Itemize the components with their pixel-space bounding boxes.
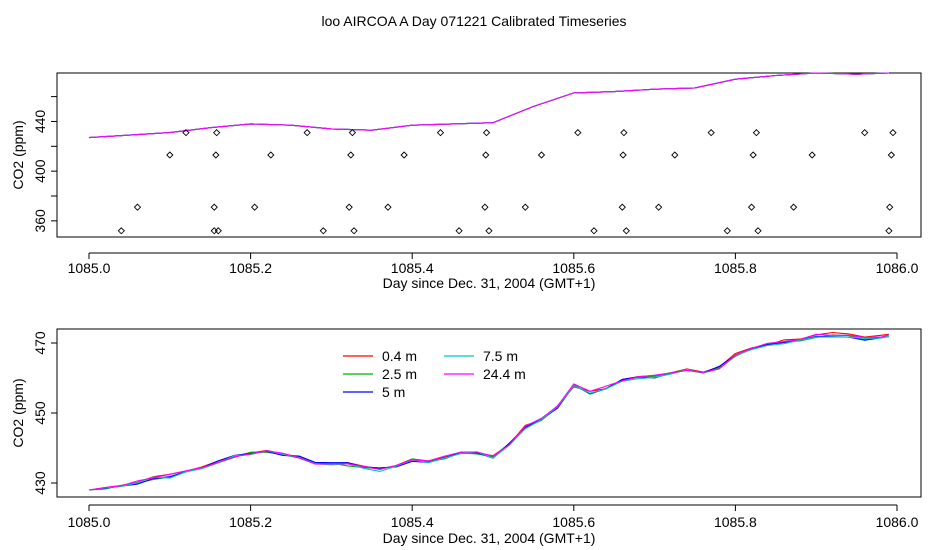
data-point xyxy=(481,203,489,211)
data-point xyxy=(889,128,897,137)
data-point xyxy=(620,128,628,137)
series-line-4 xyxy=(88,72,889,139)
data-point xyxy=(537,151,546,159)
data-point xyxy=(622,227,630,235)
data-point xyxy=(887,151,895,159)
data-point xyxy=(655,203,663,211)
x-tick-label: 1085.6 xyxy=(552,260,595,276)
y-tick-label: 360 xyxy=(32,209,48,233)
data-point xyxy=(754,227,762,235)
x-axis-title: Day since Dec. 31, 2004 (GMT+1) xyxy=(383,530,596,546)
data-point xyxy=(210,203,218,211)
data-point xyxy=(707,128,715,137)
data-point xyxy=(303,128,311,137)
x-tick-label: 1085.2 xyxy=(229,260,272,276)
data-point xyxy=(267,151,275,159)
x-tick-label: 1085.8 xyxy=(714,260,757,276)
figure-title: loo AIRCOA A Day 071221 Calibrated Times… xyxy=(321,13,626,29)
top-panel: 1085.0 1085.2 1085.4 1085.6 1085.8 1086.0 Day … xyxy=(10,72,922,291)
x-tick-label: 1085.0 xyxy=(68,260,111,276)
x-tick-label: 1085.2 xyxy=(229,514,272,530)
y-axis-title: CO2 (ppm) xyxy=(10,378,26,447)
data-point xyxy=(886,203,894,211)
data-point xyxy=(350,227,358,235)
data-point xyxy=(808,151,816,159)
legend-label: 5 m xyxy=(382,384,405,400)
data-point xyxy=(749,151,757,159)
x-tick-label: 1085.4 xyxy=(391,514,434,530)
legend-label: 7.5 m xyxy=(483,348,518,364)
x-tick-label: 1085.0 xyxy=(68,514,111,530)
data-point xyxy=(117,227,125,235)
data-point xyxy=(212,151,220,159)
data-point xyxy=(590,227,598,235)
data-point xyxy=(619,151,627,159)
data-point xyxy=(482,151,490,159)
data-point xyxy=(455,227,463,235)
data-point xyxy=(400,151,408,159)
legend-label: 0.4 m xyxy=(382,348,417,364)
data-point xyxy=(347,151,355,159)
y-axis-title: CO2 (ppm) xyxy=(10,120,26,189)
y-tick-label: 430 xyxy=(32,471,48,495)
data-point xyxy=(133,203,142,211)
data-point xyxy=(319,227,327,235)
data-point xyxy=(618,203,626,211)
x-tick-label: 1085.4 xyxy=(391,260,434,276)
data-point xyxy=(213,128,221,137)
legend-label: 2.5 m xyxy=(382,366,417,382)
data-point xyxy=(861,128,869,137)
x-tick-label: 1086.0 xyxy=(876,260,919,276)
data-point xyxy=(671,151,679,159)
data-point xyxy=(885,227,893,235)
y-tick-label: 400 xyxy=(32,159,48,183)
data-point xyxy=(723,227,731,235)
x-tick-label: 1086.0 xyxy=(876,514,919,530)
x-tick-label: 1085.8 xyxy=(714,514,757,530)
data-point xyxy=(251,203,259,211)
data-point xyxy=(345,203,353,211)
data-point xyxy=(747,203,756,211)
x-tick-label: 1085.6 xyxy=(552,514,595,530)
data-point xyxy=(574,128,582,137)
data-point xyxy=(214,227,222,235)
x-axis-title: Day since Dec. 31, 2004 (GMT+1) xyxy=(383,275,596,291)
y-tick-label: 440 xyxy=(32,110,48,134)
y-tick-label: 450 xyxy=(32,401,48,425)
data-point xyxy=(789,203,798,211)
legend-label: 24.4 m xyxy=(483,366,526,382)
data-point xyxy=(436,128,445,137)
bottom-panel: 1085.0 1085.2 1085.4 1085.6 1085.8 1086.0 Day … xyxy=(10,328,922,546)
data-point xyxy=(521,203,529,211)
data-point xyxy=(482,128,491,137)
data-point xyxy=(348,128,357,137)
data-point xyxy=(166,151,174,159)
legend: 0.4 m 2.5 m 5 m 7.5 m 24.4 m xyxy=(343,348,526,400)
data-point xyxy=(384,203,392,211)
data-point xyxy=(485,227,493,235)
y-tick-label: 470 xyxy=(32,331,48,355)
data-point xyxy=(210,227,218,235)
data-point xyxy=(182,128,190,137)
series-line-4 xyxy=(88,333,890,491)
data-point xyxy=(752,128,761,137)
